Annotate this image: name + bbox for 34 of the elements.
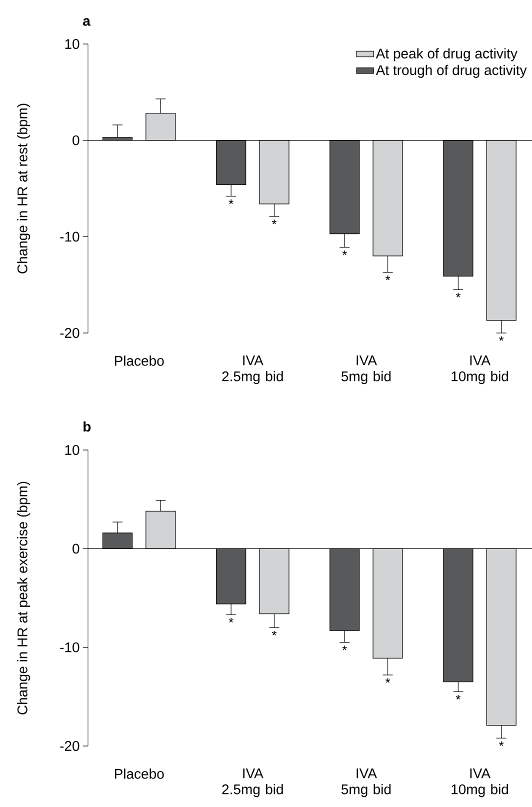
data-label: * — [228, 199, 234, 204]
chart-title: b — [83, 421, 90, 432]
data-label: * — [272, 220, 276, 224]
x-tick-label: IVA 2.5mg bid — [222, 768, 283, 798]
data-label: * — [498, 741, 504, 746]
data-label: * — [385, 678, 390, 683]
x-tick-label: Placebo — [114, 768, 164, 779]
x-tick-label: IVA 2.5mg bid — [222, 356, 283, 384]
x-tick-label: IVA 10mg bid — [452, 356, 508, 384]
data-label: * — [498, 336, 504, 341]
chart-title: a — [82, 18, 90, 26]
y-axis-title: Change in HR at rest (bpm) — [16, 104, 30, 274]
data-label: * — [342, 250, 347, 256]
legend-label: At peak of drug activity — [376, 48, 518, 62]
y-tick-label: 10 — [65, 39, 80, 49]
y-tick-label: 0 — [72, 544, 80, 554]
y-tick-label: 10 — [65, 445, 80, 455]
y-tick-label: -20 — [60, 328, 80, 338]
y-tick-label: -10 — [60, 232, 80, 242]
data-label: * — [342, 646, 347, 650]
y-axis-title: Change in HR at peak exercise (bpm) — [16, 482, 30, 714]
data-label: * — [456, 694, 460, 700]
data-label: * — [456, 292, 460, 298]
data-label: * — [228, 618, 234, 623]
legend-label: At trough of drug activity — [376, 64, 527, 78]
data-label: * — [385, 276, 390, 280]
x-tick-label: IVA 5mg bid — [341, 768, 390, 798]
y-tick-label: 0 — [72, 135, 80, 146]
x-tick-label: IVA 5mg bid — [341, 356, 390, 384]
x-tick-label: Placebo — [114, 356, 164, 366]
data-label: * — [272, 630, 276, 636]
y-tick-label: -20 — [60, 741, 80, 751]
y-tick-label: -10 — [60, 642, 80, 652]
x-tick-label: IVA 10mg bid — [452, 768, 508, 798]
